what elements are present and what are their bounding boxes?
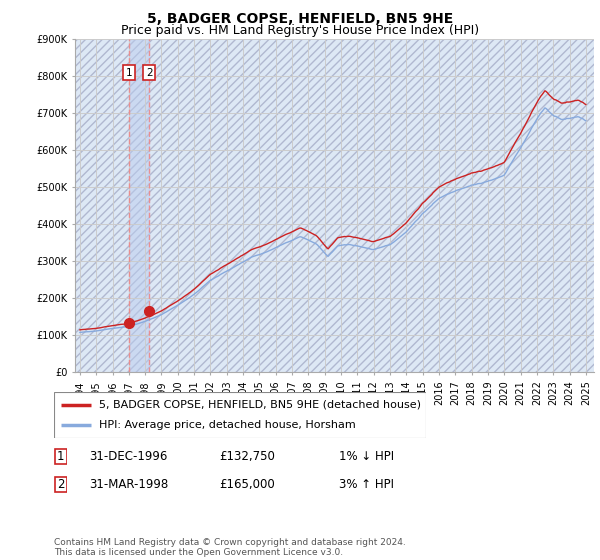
Text: Contains HM Land Registry data © Crown copyright and database right 2024.
This d: Contains HM Land Registry data © Crown c… xyxy=(54,538,406,557)
Text: 3% ↑ HPI: 3% ↑ HPI xyxy=(339,478,394,491)
Text: Price paid vs. HM Land Registry's House Price Index (HPI): Price paid vs. HM Land Registry's House … xyxy=(121,24,479,37)
Text: 5, BADGER COPSE, HENFIELD, BN5 9HE (detached house): 5, BADGER COPSE, HENFIELD, BN5 9HE (deta… xyxy=(98,400,421,410)
Text: 5, BADGER COPSE, HENFIELD, BN5 9HE: 5, BADGER COPSE, HENFIELD, BN5 9HE xyxy=(147,12,453,26)
Text: 2: 2 xyxy=(146,68,152,77)
Text: 31-DEC-1996: 31-DEC-1996 xyxy=(89,450,167,463)
Text: £132,750: £132,750 xyxy=(219,450,275,463)
Text: £165,000: £165,000 xyxy=(219,478,275,491)
Bar xyxy=(129,39,149,372)
Text: 1: 1 xyxy=(57,450,64,463)
Text: 31-MAR-1998: 31-MAR-1998 xyxy=(89,478,168,491)
Text: 1: 1 xyxy=(125,68,132,77)
Text: 2: 2 xyxy=(57,478,64,491)
Bar xyxy=(75,39,594,372)
Text: 1% ↓ HPI: 1% ↓ HPI xyxy=(339,450,394,463)
Text: HPI: Average price, detached house, Horsham: HPI: Average price, detached house, Hors… xyxy=(98,420,355,430)
